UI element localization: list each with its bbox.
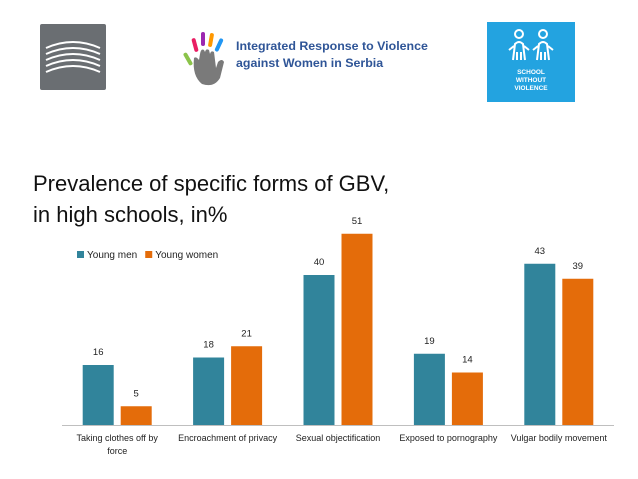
data-label: 43 xyxy=(535,246,546,257)
chart-title-line2: in high schools, in% xyxy=(33,202,228,227)
data-label: 39 xyxy=(573,261,584,272)
chart-title: Prevalence of specific forms of GBV, in … xyxy=(33,168,389,230)
x-tick-label: Vulgar bodily movement xyxy=(511,433,608,443)
logo-title-line2: against Women in Serbia xyxy=(236,56,384,70)
data-label: 18 xyxy=(203,340,214,351)
bar xyxy=(562,278,594,425)
bar xyxy=(82,365,114,425)
x-tick-label: force xyxy=(107,446,127,456)
data-label: 40 xyxy=(314,257,325,268)
x-tick-label: Sexual objectification xyxy=(296,433,381,443)
bar xyxy=(193,357,225,425)
bar xyxy=(120,406,152,425)
bar xyxy=(413,353,445,425)
legend-swatch xyxy=(77,251,84,258)
bar xyxy=(341,233,373,425)
data-label: 16 xyxy=(93,347,104,358)
chart-title-line1: Prevalence of specific forms of GBV, xyxy=(33,171,390,196)
data-label: 51 xyxy=(352,216,363,227)
bar xyxy=(524,263,556,425)
x-tick-label: Taking clothes off by xyxy=(77,433,159,443)
children-icon xyxy=(508,29,554,61)
logo-line-violence: VIOLENCE xyxy=(514,85,548,92)
logo-title: Integrated Response to Violence against … xyxy=(236,38,428,72)
x-tick-label: Exposed to pornography xyxy=(399,433,498,443)
bar xyxy=(303,275,335,425)
legend-swatch xyxy=(145,251,153,258)
school-without-violence-logo: SCHOOL WITHOUT VIOLENCE xyxy=(487,22,575,102)
striped-square-logo xyxy=(40,24,106,90)
bar xyxy=(231,346,263,425)
data-label: 5 xyxy=(134,388,139,399)
x-tick-label: Encroachment of privacy xyxy=(178,433,278,443)
handprint-icon xyxy=(183,32,224,86)
logo-line-school: SCHOOL xyxy=(517,69,545,76)
bar xyxy=(451,372,483,425)
legend-label: Young women xyxy=(155,250,218,261)
logo-title-line1: Integrated Response to Violence xyxy=(236,39,428,53)
data-label: 19 xyxy=(424,336,435,347)
integrated-response-logo: Integrated Response to Violence against … xyxy=(180,28,450,90)
legend-label: Young men xyxy=(87,250,137,261)
data-label: 21 xyxy=(241,328,252,339)
data-label: 14 xyxy=(462,355,473,366)
logo-line-without: WITHOUT xyxy=(515,77,547,84)
